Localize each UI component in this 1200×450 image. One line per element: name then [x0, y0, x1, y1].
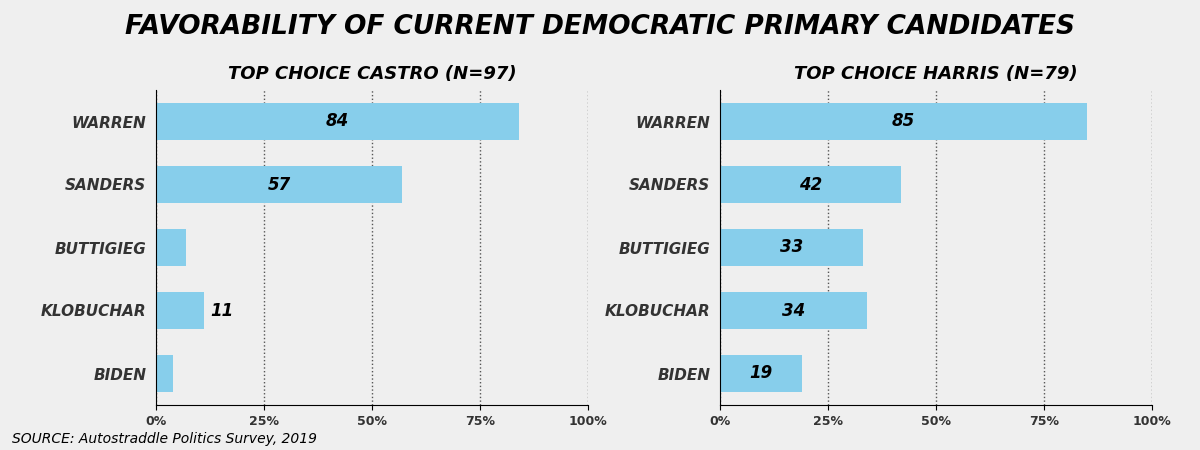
Bar	[720, 166, 901, 203]
Text: 11: 11	[210, 302, 233, 319]
Bar	[720, 355, 802, 392]
Bar	[156, 229, 186, 266]
Bar	[720, 103, 1087, 140]
Text: 42: 42	[799, 176, 822, 194]
Text: 57: 57	[268, 176, 290, 194]
Text: 85: 85	[892, 112, 916, 130]
Text: 19: 19	[750, 364, 773, 382]
Title: TOP CHOICE HARRIS (N=79): TOP CHOICE HARRIS (N=79)	[794, 65, 1078, 83]
Text: FAVORABILITY OF CURRENT DEMOCRATIC PRIMARY CANDIDATES: FAVORABILITY OF CURRENT DEMOCRATIC PRIMA…	[125, 14, 1075, 40]
Text: 34: 34	[782, 302, 805, 319]
Text: 84: 84	[326, 112, 349, 130]
Bar	[720, 292, 866, 329]
Bar	[156, 103, 518, 140]
Text: SOURCE: Autostraddle Politics Survey, 2019: SOURCE: Autostraddle Politics Survey, 20…	[12, 432, 317, 446]
Title: TOP CHOICE CASTRO (N=97): TOP CHOICE CASTRO (N=97)	[228, 65, 516, 83]
Bar	[156, 292, 204, 329]
Bar	[156, 166, 402, 203]
Bar	[156, 355, 173, 392]
Text: 33: 33	[780, 238, 803, 256]
Bar	[720, 229, 863, 266]
